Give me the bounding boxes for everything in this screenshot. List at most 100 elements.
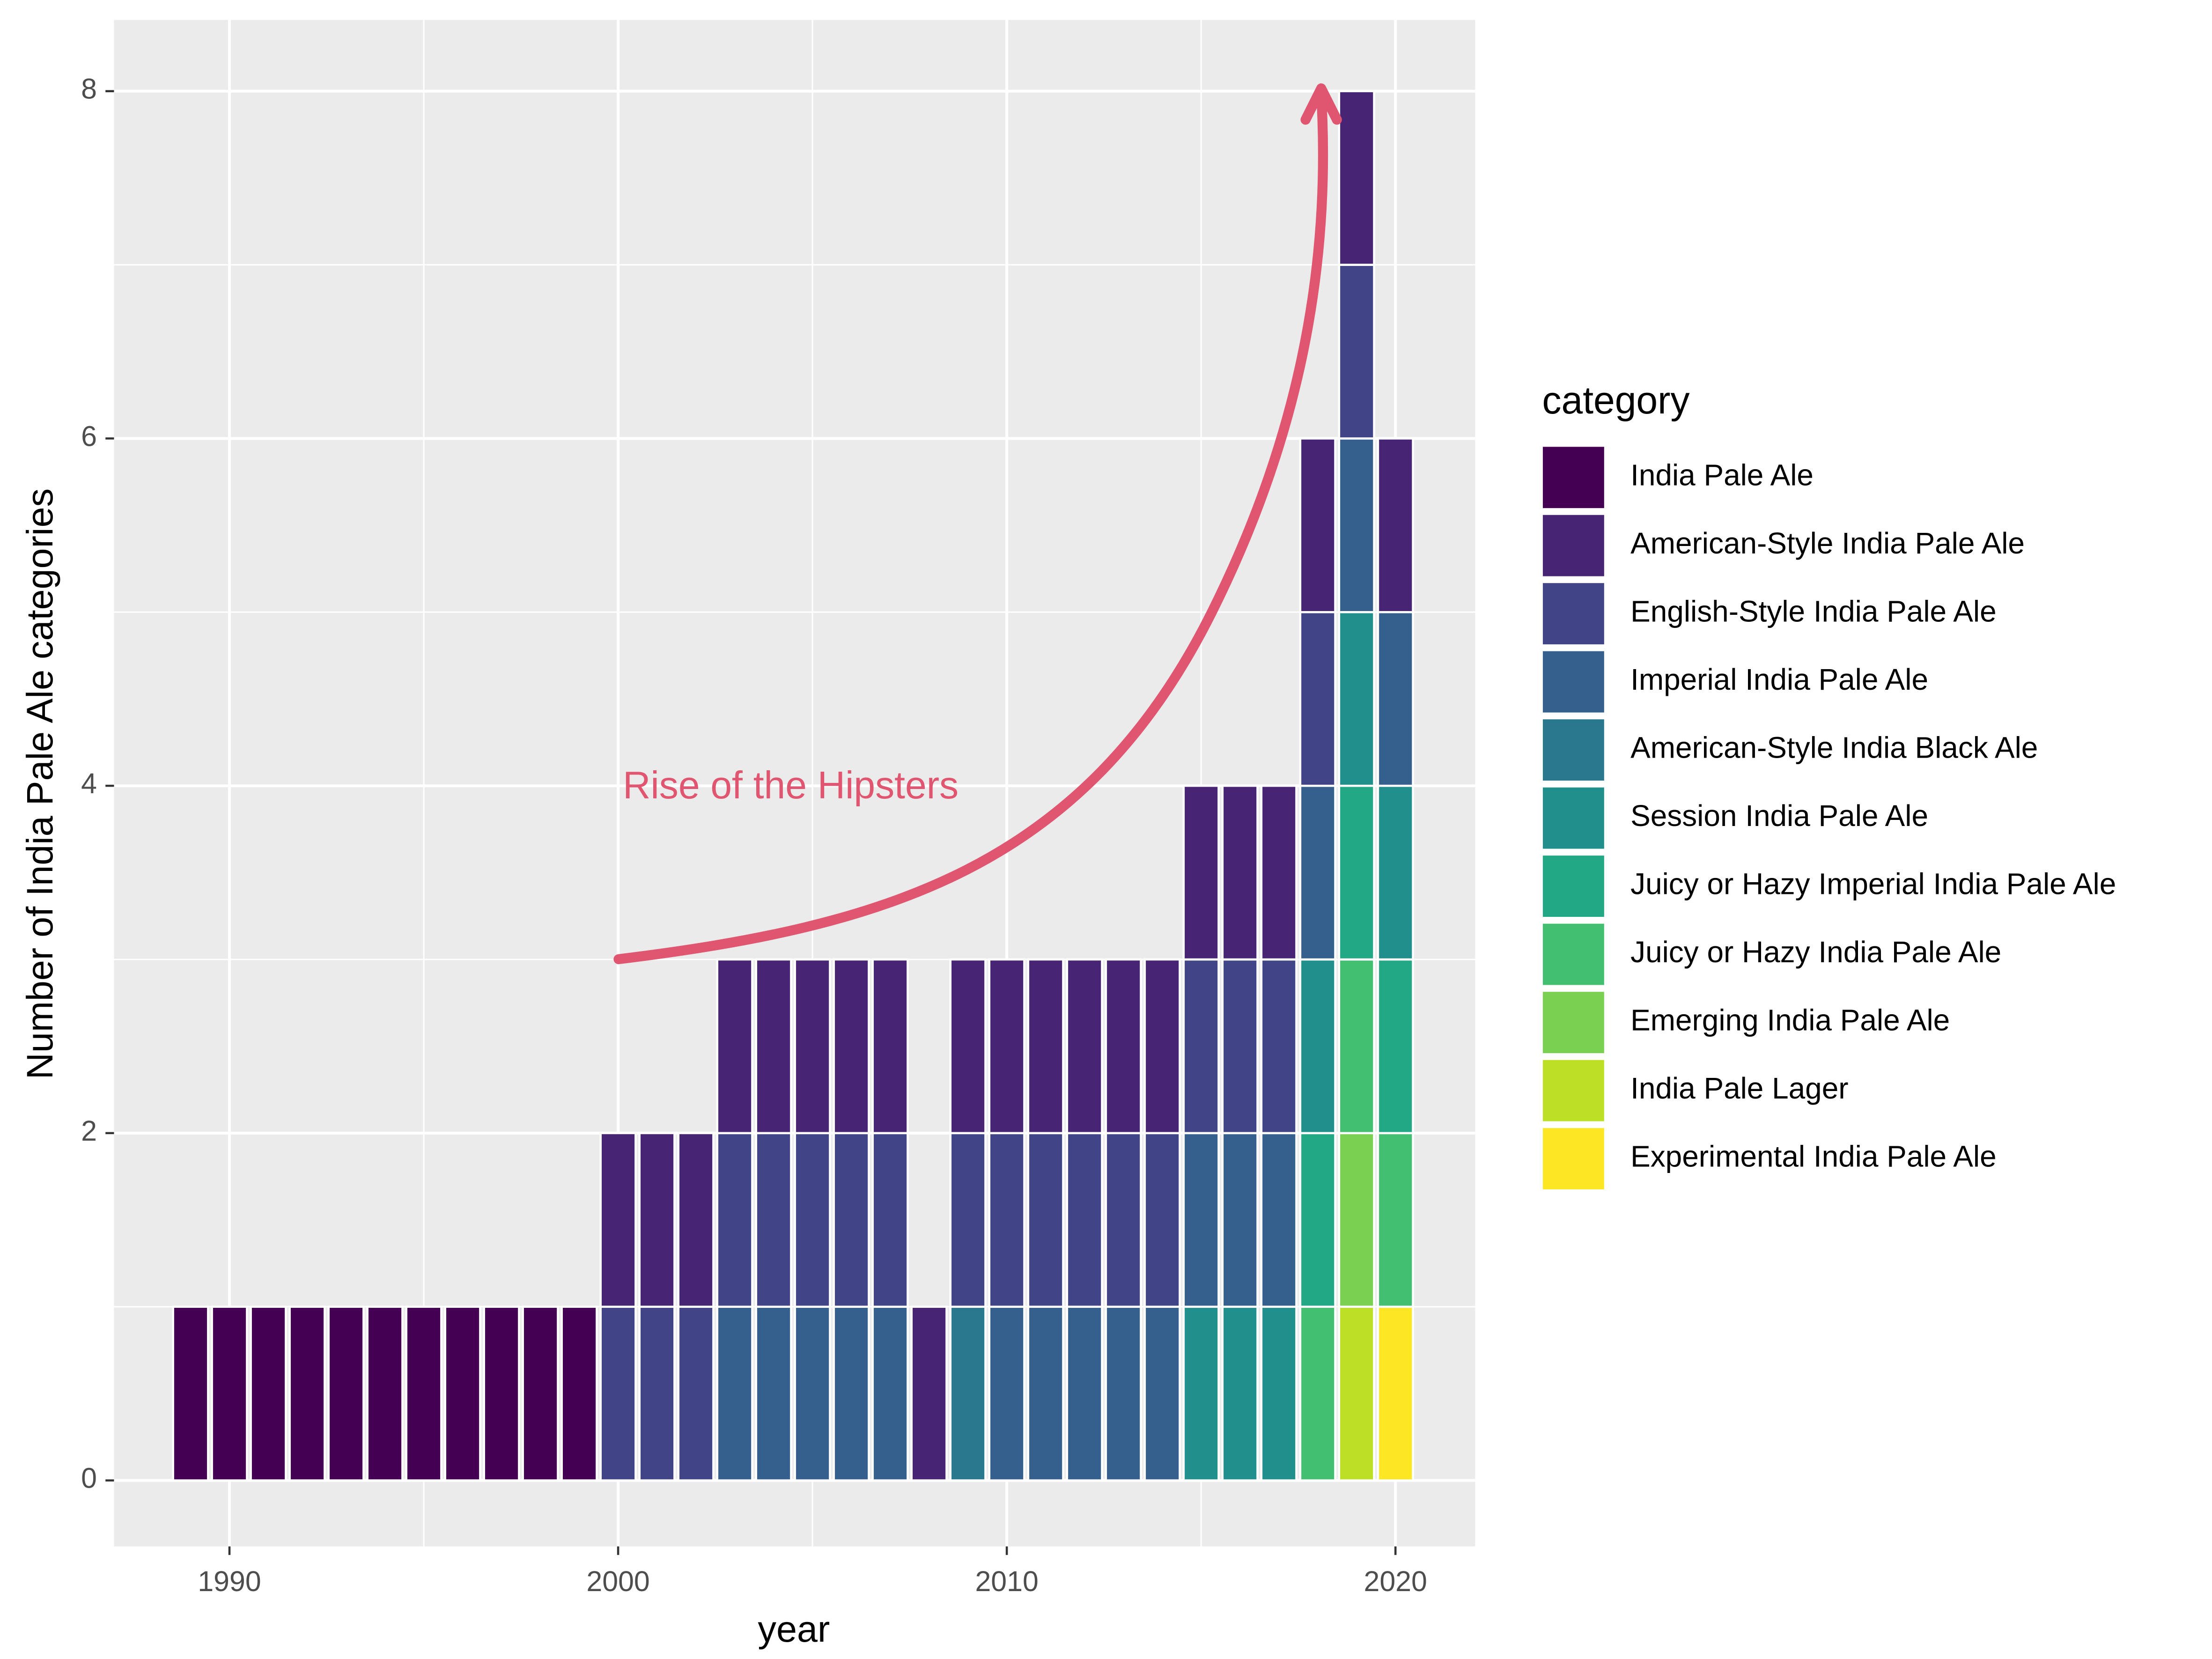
bar-segment xyxy=(949,1305,987,1482)
x-tick-label: 2020 xyxy=(1364,1565,1427,1597)
x-axis-title: year xyxy=(758,1608,830,1650)
annotation-arrowhead xyxy=(1300,83,1342,125)
bar-segment xyxy=(172,1305,209,1482)
bar-segment xyxy=(1105,1132,1142,1308)
bar-segment xyxy=(1299,611,1336,787)
legend-swatch xyxy=(1541,649,1606,714)
bar-segment xyxy=(988,1132,1025,1308)
bar-segment xyxy=(1027,1305,1064,1482)
y-tick-label: 6 xyxy=(81,420,97,452)
legend-label: Session India Pale Ale xyxy=(1630,799,1928,833)
y-tick-label: 2 xyxy=(81,1115,97,1147)
bar-segment xyxy=(1377,437,1414,613)
legend-label: India Pale Ale xyxy=(1630,458,1814,492)
bar-segment xyxy=(677,1305,715,1482)
bar-segment xyxy=(755,958,792,1135)
legend-label: Juicy or Hazy India Pale Ale xyxy=(1630,935,2001,969)
y-axis-title: Number of India Pale Ale categories xyxy=(19,488,60,1079)
bar-segment xyxy=(988,958,1025,1135)
bar-segment xyxy=(599,1305,637,1482)
bar-segment xyxy=(211,1305,248,1482)
bar-segment xyxy=(1221,1132,1259,1308)
bar-segment xyxy=(405,1305,442,1482)
bar-segment xyxy=(444,1305,481,1482)
bars xyxy=(172,90,1414,1482)
bar-segment xyxy=(1105,1305,1142,1482)
bar-segment xyxy=(1338,437,1375,613)
bar-segment xyxy=(833,1132,870,1308)
bar-segment xyxy=(1299,437,1336,613)
bar-segment xyxy=(871,958,909,1135)
bar-segment xyxy=(1143,1132,1181,1308)
legend-swatch xyxy=(1541,582,1606,646)
legend-label: American-Style India Black Ale xyxy=(1630,731,2038,765)
bar-segment xyxy=(522,1305,559,1482)
bar-segment xyxy=(327,1305,365,1482)
bar-segment xyxy=(560,1305,598,1482)
bar-segment xyxy=(716,958,753,1135)
legend-label: American-Style India Pale Ale xyxy=(1630,526,2025,560)
bar-segment xyxy=(755,1305,792,1482)
bar-segment xyxy=(716,1305,753,1482)
bar-segment xyxy=(1338,958,1375,1135)
bar-segment xyxy=(677,1132,715,1308)
legend-label: Juicy or Hazy Imperial India Pale Ale xyxy=(1630,867,2116,901)
legend-label: Emerging India Pale Ale xyxy=(1630,1003,1950,1037)
bar-segment xyxy=(1338,611,1375,787)
bar-segment xyxy=(1338,1132,1375,1308)
bar-segment xyxy=(250,1305,287,1482)
bar-segment xyxy=(1338,90,1375,266)
bar-segment xyxy=(638,1132,676,1308)
legend-swatch xyxy=(1541,445,1606,510)
bar-segment xyxy=(1066,958,1103,1135)
bar-segment xyxy=(1221,784,1259,961)
bar-segment xyxy=(1027,1132,1064,1308)
bar-segment xyxy=(1338,784,1375,961)
bar-segment xyxy=(988,1305,1025,1482)
bar-segment xyxy=(483,1305,520,1482)
legend-swatch xyxy=(1541,718,1606,782)
legend-label: Experimental India Pale Ale xyxy=(1630,1140,1997,1173)
bar-segment xyxy=(833,1305,870,1482)
bar-segment xyxy=(1182,784,1220,961)
bar-segment xyxy=(1377,958,1414,1135)
bar-segment xyxy=(794,1305,831,1482)
bar-segment xyxy=(1260,1132,1298,1308)
x-tick-label: 2010 xyxy=(975,1565,1038,1597)
bar-segment xyxy=(288,1305,326,1482)
bar-segment xyxy=(1377,1305,1414,1482)
bar-segment xyxy=(1260,958,1298,1135)
bar-segment xyxy=(833,958,870,1135)
legend-label: English-Style India Pale Ale xyxy=(1630,595,1997,628)
annotation-arrow xyxy=(613,89,1328,965)
bar-segment xyxy=(910,1305,948,1482)
annotation: Rise of the Hipsters xyxy=(623,764,959,807)
bar-segment xyxy=(871,1132,909,1308)
bar-segment xyxy=(716,1132,753,1308)
bar-segment xyxy=(1143,1305,1181,1482)
legend-swatch xyxy=(1541,513,1606,578)
bar-segment xyxy=(1182,1132,1220,1308)
bar-segment xyxy=(1299,784,1336,961)
legend-swatch xyxy=(1541,990,1606,1055)
bar-segment xyxy=(1338,264,1375,440)
legend-label: Imperial India Pale Ale xyxy=(1630,663,1928,696)
axes: 0 2 4 6 8 1990 2000 2010 2020 xyxy=(81,73,1427,1597)
legend-swatch xyxy=(1541,854,1606,919)
bar-segment xyxy=(1299,1305,1336,1482)
y-tick-label: 8 xyxy=(81,73,97,105)
legend-title: category xyxy=(1542,379,1689,422)
bar-segment xyxy=(1377,611,1414,787)
bar-segment xyxy=(1299,1132,1336,1308)
bar-segment xyxy=(1105,958,1142,1135)
y-tick-label: 4 xyxy=(81,767,97,799)
bar-segment xyxy=(1260,784,1298,961)
bar-segment xyxy=(1182,958,1220,1135)
bar-segment xyxy=(794,1132,831,1308)
bar-segment xyxy=(366,1305,404,1482)
bar-segment xyxy=(638,1305,676,1482)
bar-segment xyxy=(794,958,831,1135)
legend: India Pale Ale American-Style India Pale … xyxy=(1541,445,2116,1191)
